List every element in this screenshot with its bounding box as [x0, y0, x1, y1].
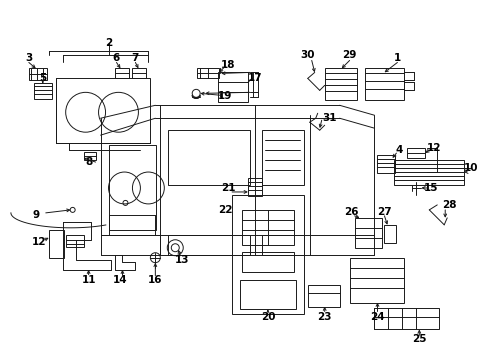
Bar [83, 152, 95, 160]
Bar [262, 130, 303, 185]
Text: 21: 21 [221, 183, 235, 193]
Bar [307, 285, 339, 306]
Text: 25: 25 [411, 334, 426, 345]
Text: 4: 4 [395, 145, 402, 155]
Text: 9: 9 [32, 210, 40, 220]
Text: 1: 1 [393, 54, 400, 63]
Text: 15: 15 [423, 183, 438, 193]
Text: 7: 7 [131, 54, 139, 63]
Text: 13: 13 [175, 255, 189, 265]
Text: 6: 6 [113, 54, 120, 63]
Bar [394, 160, 463, 185]
Bar [407, 148, 425, 158]
Text: 23: 23 [317, 312, 331, 323]
Text: 27: 27 [376, 207, 391, 217]
Bar [108, 145, 156, 230]
Text: 3: 3 [25, 54, 32, 63]
Bar [197, 68, 219, 78]
Text: 30: 30 [300, 50, 314, 60]
Text: 19: 19 [218, 91, 232, 101]
Text: 31: 31 [322, 113, 336, 123]
Bar [240, 280, 295, 310]
Bar [384, 225, 396, 243]
Bar [115, 68, 129, 78]
Text: 17: 17 [247, 73, 262, 84]
Bar [242, 252, 293, 272]
Bar [132, 68, 146, 78]
Text: 28: 28 [441, 200, 455, 210]
Text: 22: 22 [217, 205, 232, 215]
Bar [232, 195, 303, 315]
Bar [168, 235, 249, 255]
Bar [168, 130, 249, 185]
Bar [56, 78, 150, 143]
Text: 29: 29 [342, 50, 356, 60]
Text: 5: 5 [39, 73, 46, 84]
Bar [218, 72, 247, 102]
Text: 26: 26 [344, 207, 358, 217]
Bar [34, 84, 52, 99]
Bar [49, 230, 63, 258]
Bar [354, 218, 382, 248]
Text: 2: 2 [105, 37, 112, 48]
Text: 11: 11 [81, 275, 96, 285]
Text: 12: 12 [32, 237, 46, 247]
Bar [65, 235, 83, 247]
Text: 18: 18 [221, 60, 235, 71]
Bar [242, 210, 293, 245]
Bar [324, 68, 356, 100]
Text: 16: 16 [148, 275, 163, 285]
Bar [364, 68, 404, 100]
Bar [247, 178, 262, 196]
Text: 12: 12 [426, 143, 441, 153]
Text: 14: 14 [113, 275, 127, 285]
Text: 24: 24 [369, 312, 384, 323]
Bar [377, 155, 395, 173]
Text: 8: 8 [85, 157, 92, 167]
Text: 20: 20 [260, 312, 275, 323]
Bar [374, 307, 438, 329]
Bar [29, 68, 47, 80]
Bar [262, 235, 303, 255]
Text: 10: 10 [463, 163, 477, 173]
Bar [349, 258, 404, 302]
